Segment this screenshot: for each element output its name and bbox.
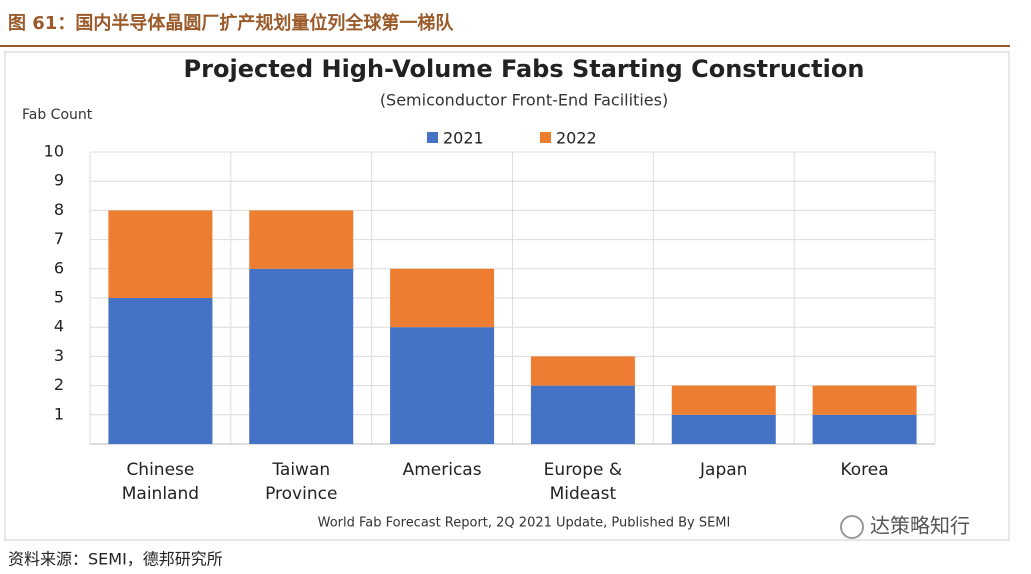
y-tick-label: 1 (54, 404, 64, 423)
bar-segment (671, 414, 776, 444)
bar-segment (108, 210, 213, 298)
figure-caption: 图 61：国内半导体晶圆厂扩产规划量位列全球第一梯队 (8, 12, 454, 34)
legend-swatch (427, 132, 438, 143)
chart-note: World Fab Forecast Report, 2Q 2021 Updat… (318, 516, 731, 531)
x-tick-label: Korea (840, 460, 889, 480)
bar-segment (249, 210, 354, 269)
chart-title: Projected High-Volume Fabs Starting Cons… (184, 55, 865, 83)
y-tick-label: 2 (54, 375, 64, 394)
legend-label: 2022 (556, 129, 597, 148)
bar-segment (812, 385, 917, 415)
y-tick-label: 10 (44, 142, 64, 161)
y-tick-label: 3 (54, 346, 64, 365)
y-tick-label: 7 (54, 229, 64, 248)
y-tick-label: 8 (54, 200, 64, 219)
bar-segment (671, 385, 776, 415)
chart-subtitle: (Semiconductor Front-End Facilities) (380, 91, 668, 110)
watermark: 达策略知行 (870, 514, 970, 538)
bar-segment (108, 298, 213, 444)
x-tick-label: Americas (402, 460, 482, 480)
watermark-icon (840, 515, 864, 539)
x-tick-label: Europe & Mideast (543, 460, 623, 504)
y-tick-label: 9 (54, 171, 64, 190)
bar-segment (530, 356, 635, 386)
bar-segment (812, 414, 917, 444)
y-tick-label: 6 (54, 258, 64, 277)
bar-segment (390, 327, 495, 444)
source: 资料来源：SEMI，德邦研究所 (8, 550, 223, 569)
legend-label: 2021 (443, 129, 484, 148)
y-tick-label: 5 (54, 288, 64, 307)
bar-segment (249, 268, 354, 444)
x-tick-label: Japan (700, 460, 748, 480)
y-tick-label: 4 (54, 317, 64, 336)
x-tick-label: Taiwan Province (265, 460, 338, 504)
y-axis-label: Fab Count (22, 107, 93, 123)
bar-segment (390, 268, 495, 328)
legend-swatch (540, 132, 551, 143)
x-tick-label: Chinese Mainland (121, 460, 200, 504)
bar-segment (530, 385, 635, 444)
